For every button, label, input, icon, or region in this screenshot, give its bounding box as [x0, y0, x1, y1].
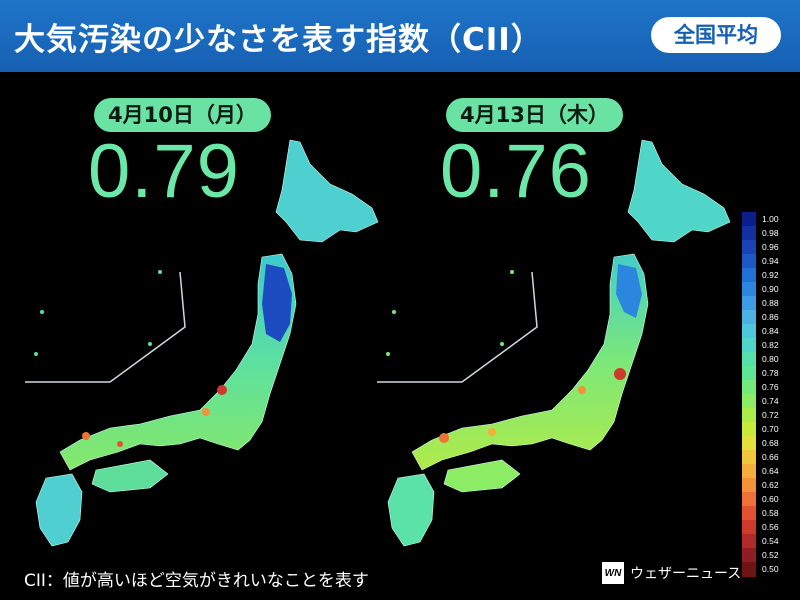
color-scale-label: 0.56 — [762, 522, 779, 532]
color-scale-segment — [742, 478, 756, 493]
hotspot — [217, 385, 227, 395]
color-scale-label: 0.80 — [762, 354, 779, 364]
color-scale-segment — [742, 450, 756, 465]
color-scale-label: 0.84 — [762, 326, 779, 336]
page-title: 大気汚染の少なさを表す指数（CII） — [14, 22, 543, 58]
kyushu-region — [35, 473, 83, 547]
color-scale-label: 0.92 — [762, 270, 779, 280]
footnote: CII：値が高いほど空気がきれいなことを表す — [24, 571, 369, 591]
color-scale-label: 0.90 — [762, 284, 779, 294]
color-scale-label: 0.54 — [762, 536, 779, 546]
date-label: 4月13日（木） — [446, 98, 623, 132]
color-scale-bar — [742, 212, 756, 577]
color-scale-segment — [742, 212, 756, 227]
tohoku-blue-area — [262, 264, 292, 342]
color-scale-label: 0.58 — [762, 508, 779, 518]
color-scale-segment — [742, 380, 756, 395]
honshu-region — [411, 253, 649, 471]
color-scale-label: 0.76 — [762, 382, 779, 392]
color-scale-segment — [742, 394, 756, 409]
color-scale-segment — [742, 506, 756, 521]
color-scale-legend: 1.00 0.98 0.96 0.94 0.92 0.90 0.88 0.86 0.84 0.82… — [742, 212, 800, 580]
color-scale-label: 0.94 — [762, 256, 779, 266]
japan-map-apr10 — [25, 139, 379, 547]
color-scale-segment — [742, 464, 756, 479]
color-scale-segment — [742, 520, 756, 535]
hokkaido-region — [275, 139, 379, 243]
color-scale-label: 0.98 — [762, 228, 779, 238]
color-scale-segment — [742, 296, 756, 311]
color-scale-label: 0.68 — [762, 438, 779, 448]
color-scale-segment — [742, 310, 756, 325]
brand-name: ウェザーニュース — [630, 566, 742, 582]
weathernews-logo: WN — [602, 562, 624, 584]
color-scale-segment — [742, 492, 756, 507]
color-scale-segment — [742, 562, 756, 577]
color-scale-segment — [742, 282, 756, 297]
hotspot — [614, 368, 626, 380]
color-scale-label: 0.52 — [762, 550, 779, 560]
color-scale-segment — [742, 534, 756, 549]
color-scale-label: 0.88 — [762, 298, 779, 308]
color-scale-segment — [742, 324, 756, 339]
hotspot — [488, 428, 496, 436]
color-scale-label: 0.66 — [762, 452, 779, 462]
color-scale-label: 0.70 — [762, 424, 779, 434]
national-average-badge: 全国平均 — [651, 17, 781, 53]
header-bar: 大気汚染の少なさを表す指数（CII） 全国平均 — [0, 0, 800, 72]
shikoku-region — [91, 459, 169, 493]
color-scale-segment — [742, 240, 756, 255]
hokkaido-region — [627, 139, 731, 243]
color-scale-segment — [742, 436, 756, 451]
honshu-region — [59, 253, 297, 471]
color-scale-label: 0.74 — [762, 396, 779, 406]
color-scale-segment — [742, 254, 756, 269]
color-scale-segment — [742, 268, 756, 283]
color-scale-label: 0.62 — [762, 480, 779, 490]
color-scale-label: 0.96 — [762, 242, 779, 252]
cii-average-value: 0.79 — [88, 129, 240, 214]
kyushu-region — [387, 473, 435, 547]
brand: WN ウェザーニュース — [602, 560, 741, 586]
color-scale-segment — [742, 352, 756, 367]
hotspot — [82, 432, 90, 440]
color-scale-label: 1.00 — [762, 214, 779, 224]
cii-average-value: 0.76 — [440, 129, 592, 214]
color-scale-label: 0.86 — [762, 312, 779, 322]
color-scale-segment — [742, 226, 756, 241]
date-label: 4月10日（月） — [94, 98, 271, 132]
color-scale-label: 0.78 — [762, 368, 779, 378]
color-scale-label: 0.60 — [762, 494, 779, 504]
color-scale-segment — [742, 548, 756, 563]
hotspot — [578, 386, 586, 394]
inset-frame-line — [25, 271, 186, 383]
map-panel-apr10: 4月10日（月） 0.79 — [0, 72, 400, 572]
japan-map-apr13 — [377, 139, 731, 547]
color-scale-label: 0.64 — [762, 466, 779, 476]
inset-frame-line — [377, 271, 538, 383]
tohoku-blue-area — [616, 264, 642, 318]
hotspot — [439, 433, 449, 443]
color-scale-label: 0.50 — [762, 564, 779, 574]
color-scale-label: 0.72 — [762, 410, 779, 420]
color-scale-label: 0.82 — [762, 340, 779, 350]
hotspot — [202, 408, 210, 416]
map-panel-apr13: 4月13日（木） 0.76 — [352, 72, 752, 572]
color-scale-segment — [742, 366, 756, 381]
color-scale-segment — [742, 338, 756, 353]
shikoku-region — [443, 459, 521, 493]
color-scale-segment — [742, 422, 756, 437]
color-scale-segment — [742, 408, 756, 423]
hotspot — [117, 441, 123, 447]
